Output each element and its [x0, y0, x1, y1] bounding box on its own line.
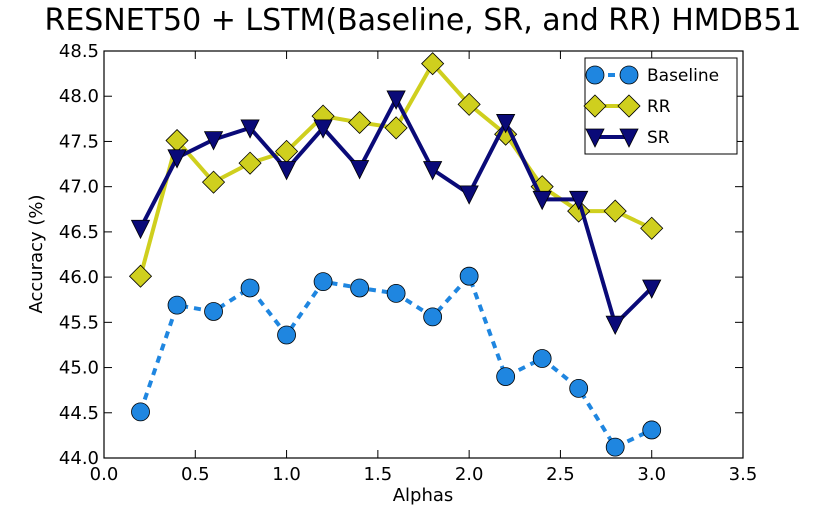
data-point-baseline	[131, 402, 150, 422]
legend-marker-baseline	[585, 65, 605, 85]
y-tick-label: 46.5	[59, 222, 99, 243]
x-tick-label: 2.5	[546, 464, 575, 485]
y-tick-label: 44.5	[59, 403, 99, 424]
series-baseline	[131, 266, 662, 457]
data-point-sr	[496, 114, 516, 134]
legend-item-baseline: Baseline	[585, 65, 719, 86]
y-tick-label: 45.0	[59, 358, 99, 379]
data-point-sr	[203, 131, 224, 151]
x-tick-label: 3.5	[729, 464, 758, 485]
data-point-sr	[605, 315, 625, 336]
data-point-baseline	[605, 437, 625, 457]
data-point-rr	[421, 52, 445, 76]
legend-marker-rr	[617, 94, 641, 118]
data-point-baseline	[313, 272, 333, 292]
legend: Baseline RR SR	[583, 57, 738, 155]
legend-label-sr: SR	[647, 128, 670, 148]
data-point-sr	[459, 185, 479, 205]
legend-label-rr: RR	[647, 97, 671, 117]
data-point-baseline	[386, 283, 406, 303]
series-rr	[128, 52, 664, 288]
legend-marker-rr	[583, 94, 607, 118]
data-point-rr	[128, 264, 153, 288]
data-point-baseline	[240, 278, 260, 298]
y-tick-label: 44.0	[59, 448, 99, 469]
data-point-sr	[349, 160, 370, 180]
data-point-rr	[457, 92, 481, 116]
legend-label-baseline: Baseline	[647, 66, 719, 86]
x-tick-label: 2.0	[455, 464, 484, 485]
legend-marker-sr	[619, 128, 639, 148]
data-point-rr	[348, 110, 372, 135]
data-point-baseline	[569, 378, 589, 398]
data-point-sr	[276, 161, 297, 181]
y-tick-label: 47.0	[59, 177, 99, 198]
x-tick-label: 1.5	[364, 464, 393, 485]
y-tick-label: 45.5	[59, 312, 99, 333]
series-sr	[130, 90, 662, 336]
y-tick-label: 48.0	[59, 86, 99, 107]
chart-title: RESNET50 + LSTM(Baseline, SR, and RR) HM…	[44, 3, 801, 38]
x-tick-label: 3.0	[637, 464, 666, 485]
data-point-rr	[494, 122, 518, 146]
data-point-sr	[642, 279, 662, 299]
y-axis-label: Accuracy (%)	[26, 194, 47, 313]
data-point-baseline	[350, 278, 370, 298]
data-point-baseline	[204, 302, 223, 321]
x-tick-label: 0.5	[181, 464, 210, 485]
x-tick-label: 0.0	[90, 464, 119, 485]
data-point-baseline	[167, 295, 187, 315]
y-tick-label: 46.0	[59, 267, 99, 288]
data-point-baseline	[277, 325, 296, 345]
legend-marker-baseline	[619, 65, 639, 85]
data-point-sr	[130, 219, 151, 240]
data-point-baseline	[423, 307, 443, 327]
data-point-baseline	[532, 349, 552, 368]
data-point-rr	[201, 170, 226, 194]
legend-marker-sr	[585, 128, 605, 148]
data-point-rr	[384, 116, 408, 140]
y-tick-label: 47.5	[59, 131, 99, 152]
data-point-rr	[640, 216, 664, 240]
data-point-rr	[238, 151, 262, 175]
data-point-baseline	[496, 367, 516, 387]
data-point-sr	[569, 190, 589, 211]
data-point-rr	[603, 199, 627, 223]
y-tick-label: 48.5	[59, 41, 99, 62]
x-axis-label: Alphas	[393, 485, 454, 506]
plot-frame	[103, 50, 744, 459]
data-point-sr	[386, 90, 406, 110]
data-point-sr	[167, 149, 187, 169]
data-point-baseline	[459, 266, 479, 286]
data-point-sr	[240, 119, 260, 139]
legend-item-sr: SR	[585, 128, 670, 148]
data-point-sr	[313, 119, 333, 139]
x-tick-label: 1.0	[272, 464, 301, 485]
data-point-baseline	[642, 420, 662, 440]
data-point-sr	[422, 161, 443, 181]
data-point-sr	[532, 190, 552, 211]
legend-item-rr: RR	[583, 94, 671, 118]
